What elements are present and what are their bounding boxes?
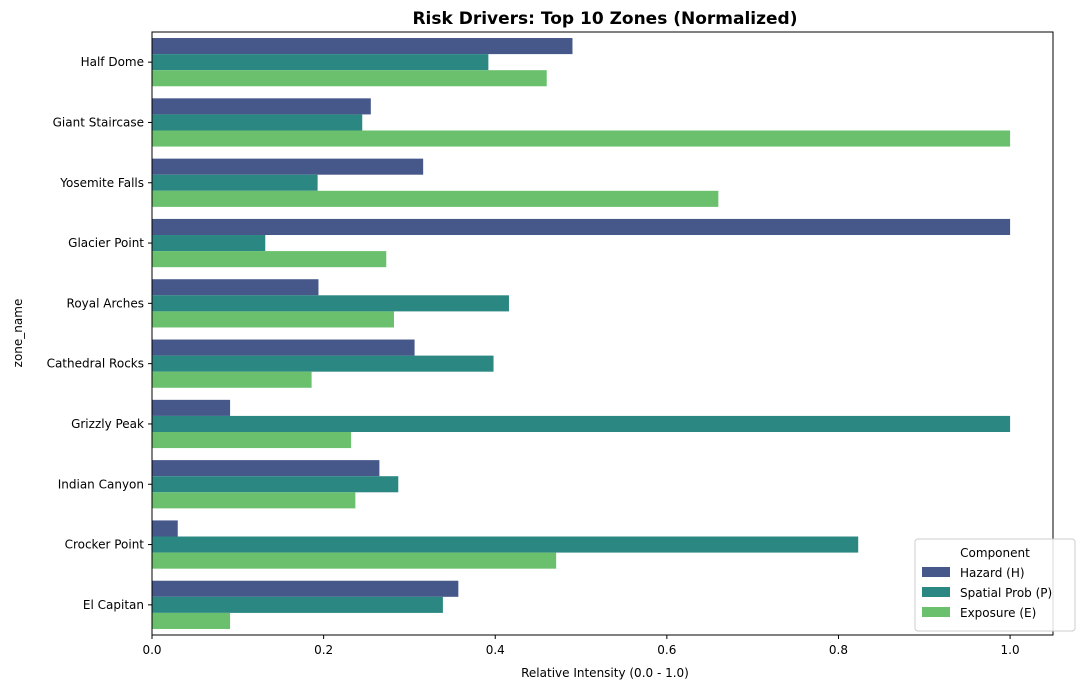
x-tick-label: 1.0	[1001, 643, 1020, 657]
x-tick-label: 0.2	[314, 643, 333, 657]
bar-giant-staircase-hazard-h	[152, 98, 371, 115]
x-tick-label: 0.8	[829, 643, 848, 657]
legend-swatch-spatial-prob-p	[922, 587, 950, 597]
legend: Component Hazard (H) Spatial Prob (P) Expo…	[914, 538, 1076, 632]
y-tick-label: Yosemite Falls	[59, 176, 144, 190]
y-tick-label: El Capitan	[83, 598, 144, 612]
bar-grizzly-peak-spatial-prob-p	[152, 415, 1011, 432]
bar-royal-arches-exposure-e	[152, 311, 394, 328]
bar-crocker-point-spatial-prob-p	[152, 536, 859, 553]
bar-yosemite-falls-exposure-e	[152, 190, 719, 207]
bar-el-capitan-spatial-prob-p	[152, 596, 443, 613]
bar-half-dome-spatial-prob-p	[152, 54, 489, 71]
bar-royal-arches-hazard-h	[152, 279, 319, 296]
bar-glacier-point-hazard-h	[152, 218, 1011, 236]
bar-cathedral-rocks-exposure-e	[152, 371, 312, 388]
chart-title: Risk Drivers: Top 10 Zones (Normalized)	[412, 9, 797, 29]
x-tick-label: 0.6	[657, 643, 676, 657]
bar-grizzly-peak-exposure-e	[152, 431, 352, 449]
legend-swatch-exposure-e	[922, 607, 950, 617]
x-tick-label: 0.4	[486, 643, 505, 657]
x-tick-label: 0.0	[142, 643, 161, 657]
bar-indian-canyon-exposure-e	[152, 492, 356, 509]
bar-giant-staircase-spatial-prob-p	[152, 114, 363, 131]
y-tick-label: Indian Canyon	[58, 477, 144, 491]
bar-yosemite-falls-spatial-prob-p	[152, 174, 318, 191]
y-tick-label: Glacier Point	[68, 236, 144, 250]
bar-glacier-point-exposure-e	[152, 251, 387, 268]
bar-half-dome-hazard-h	[152, 38, 573, 55]
bar-cathedral-rocks-hazard-h	[152, 339, 415, 356]
plot-area	[152, 38, 1011, 629]
bar-indian-canyon-spatial-prob-p	[152, 476, 399, 493]
bar-crocker-point-exposure-e	[152, 552, 557, 569]
bar-indian-canyon-hazard-h	[152, 460, 380, 477]
legend-box	[914, 538, 1076, 632]
y-axis-label: zone_name	[11, 299, 25, 368]
x-axis: 0.0 0.2 0.4 0.6 0.8 1.0	[142, 635, 1020, 657]
y-tick-label: Half Dome	[81, 55, 144, 69]
bar-giant-staircase-exposure-e	[152, 130, 1011, 147]
legend-label-spatial-prob-p: Spatial Prob (P)	[960, 586, 1052, 600]
y-axis: Half Dome Giant Staircase Yosemite Falls Gl…	[47, 55, 152, 612]
bar-grizzly-peak-hazard-h	[152, 399, 231, 416]
bar-el-capitan-hazard-h	[152, 580, 459, 597]
plot-frame	[151, 31, 1054, 636]
bar-royal-arches-spatial-prob-p	[152, 295, 509, 312]
y-tick-label: Giant Staircase	[53, 115, 144, 129]
bar-crocker-point-hazard-h	[152, 520, 178, 537]
legend-label-exposure-e: Exposure (E)	[960, 606, 1036, 620]
legend-label-hazard-h: Hazard (H)	[960, 566, 1025, 580]
bar-cathedral-rocks-spatial-prob-p	[152, 355, 494, 372]
x-axis-label: Relative Intensity (0.0 - 1.0)	[521, 666, 689, 680]
legend-title: Component	[960, 546, 1030, 560]
legend-swatch-hazard-h	[922, 567, 950, 577]
bar-glacier-point-spatial-prob-p	[152, 235, 266, 252]
y-tick-label: Grizzly Peak	[71, 417, 144, 431]
y-tick-label: Crocker Point	[65, 538, 145, 552]
bar-el-capitan-exposure-e	[152, 612, 231, 629]
y-tick-label: Royal Arches	[67, 296, 144, 310]
y-tick-label: Cathedral Rocks	[47, 357, 144, 371]
bar-half-dome-exposure-e	[152, 70, 547, 87]
bar-yosemite-falls-hazard-h	[152, 158, 424, 175]
